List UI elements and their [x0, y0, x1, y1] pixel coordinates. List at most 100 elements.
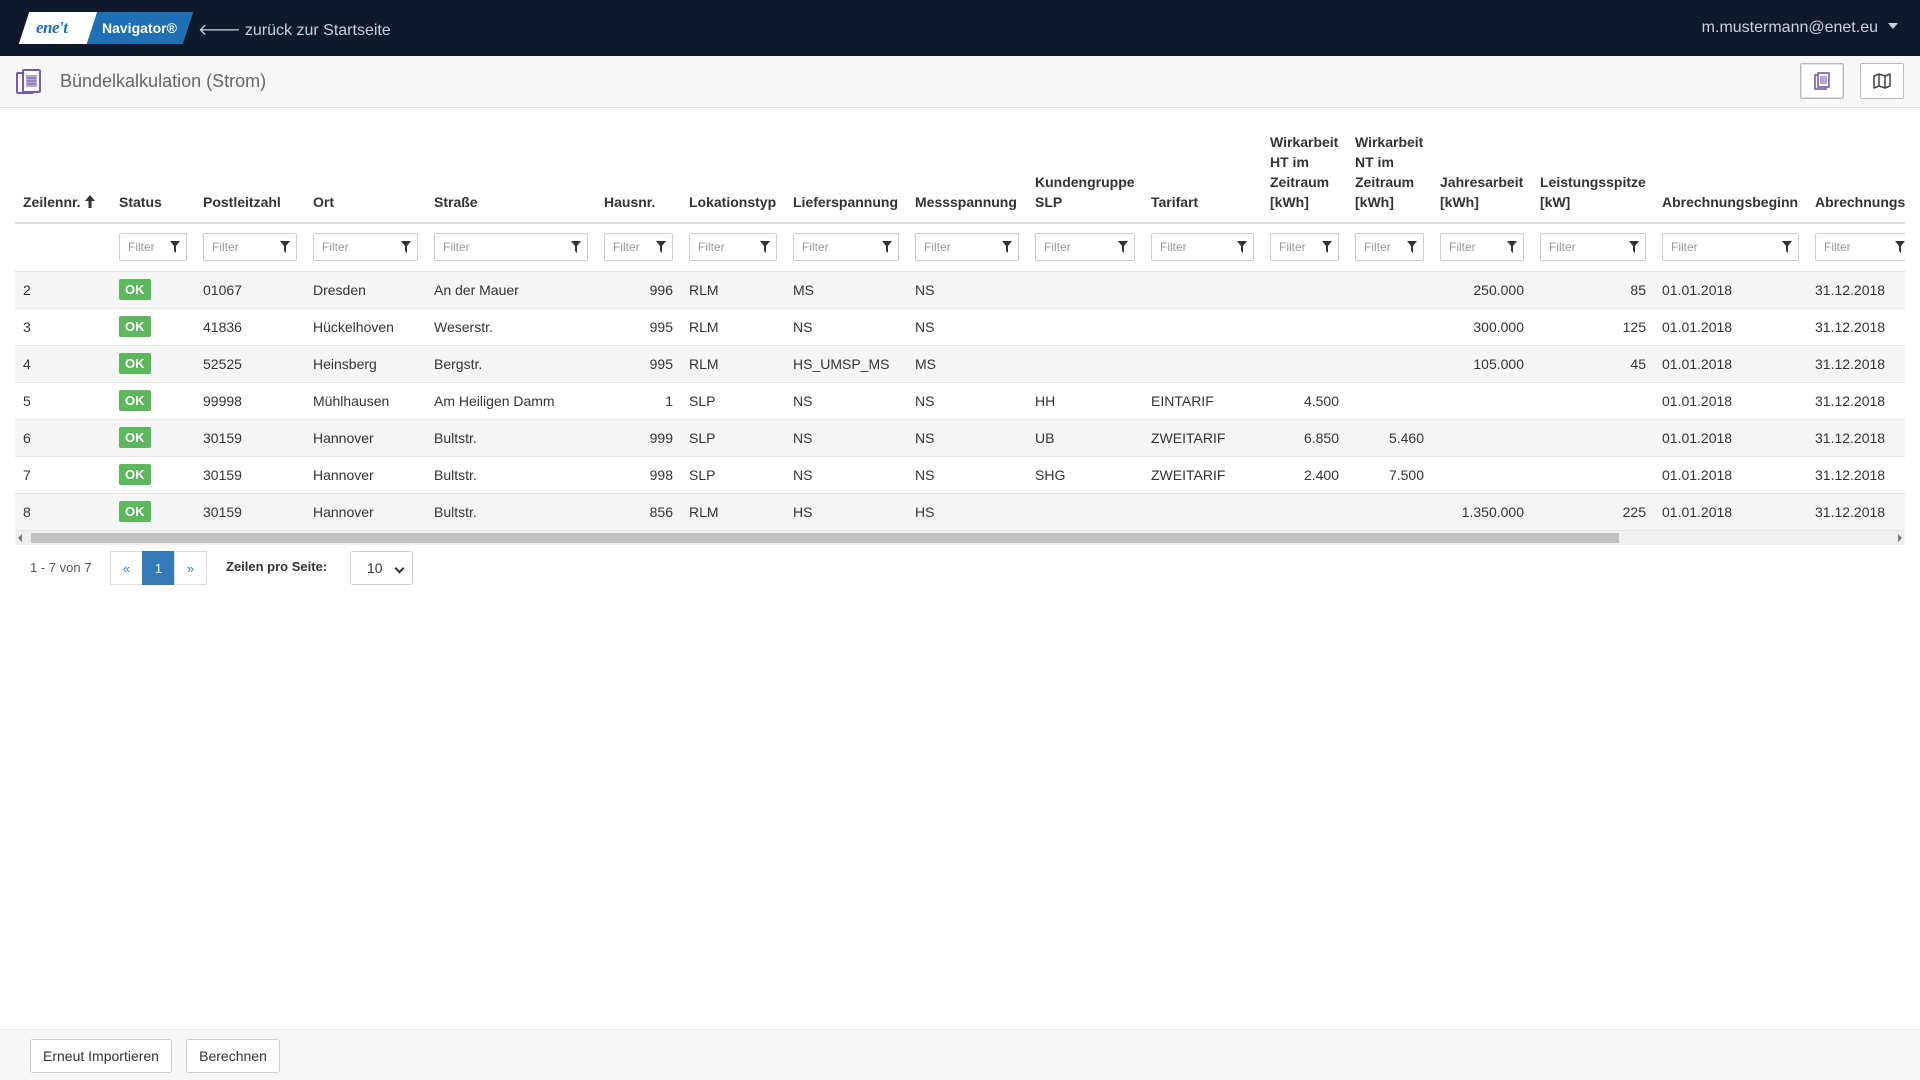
- reimport-button[interactable]: Erneut Importieren: [30, 1039, 172, 1073]
- filter-postleitzahl[interactable]: Filter: [195, 223, 305, 272]
- table-row[interactable]: 8 OK 30159 Hannover Bultstr. 856 RLM HS …: [15, 493, 1905, 531]
- calculate-button[interactable]: Berechnen: [186, 1039, 280, 1073]
- filter-abrechnungsbeginn[interactable]: Filter: [1654, 223, 1807, 272]
- filter-input[interactable]: Filter: [924, 240, 951, 255]
- column-header-leistungsspitze[interactable]: Leistungsspitze [kW]: [1532, 108, 1654, 224]
- table-row[interactable]: 3 OK 41836 Hückelhoven Weserstr. 995 RLM…: [15, 308, 1905, 346]
- cell-strasse: Bergstr.: [426, 345, 596, 383]
- column-header-postleitzahl[interactable]: Postleitzahl: [195, 108, 305, 224]
- funnel-icon[interactable]: [395, 234, 417, 260]
- column-header-lieferspannung[interactable]: Lieferspannung: [785, 108, 907, 224]
- funnel-icon[interactable]: [1231, 234, 1253, 260]
- brand[interactable]: ene't Navigator®: [18, 12, 194, 44]
- column-header-kundengruppe-slp[interactable]: Kundengruppe SLP: [1027, 108, 1143, 224]
- rows-per-page-select[interactable]: 10: [350, 551, 413, 585]
- filter-input[interactable]: Filter: [802, 240, 829, 255]
- cell-jahresarbeit: [1432, 419, 1532, 457]
- funnel-icon[interactable]: [1112, 234, 1134, 260]
- funnel-icon[interactable]: [876, 234, 898, 260]
- filter-input[interactable]: Filter: [1279, 240, 1306, 255]
- filter-messspannung[interactable]: Filter: [907, 223, 1027, 272]
- cell-ort: Mühlhausen: [305, 382, 426, 420]
- filter-input[interactable]: Filter: [1824, 240, 1851, 255]
- scroll-right-icon[interactable]: [1898, 534, 1902, 542]
- prev-page-button[interactable]: «: [110, 551, 143, 585]
- column-header-zeilennr[interactable]: Zeilennr.: [15, 108, 111, 224]
- funnel-icon[interactable]: [1501, 234, 1523, 260]
- cell-postleitzahl: 41836: [195, 308, 305, 346]
- filter-wirkarbeit-ht[interactable]: Filter: [1262, 223, 1347, 272]
- filter-status[interactable]: Filter: [111, 223, 195, 272]
- table-row[interactable]: 2 OK 01067 Dresden An der Mauer 996 RLM …: [15, 271, 1905, 309]
- funnel-icon[interactable]: [1776, 234, 1798, 260]
- map-view-button[interactable]: [1860, 63, 1904, 99]
- filter-input[interactable]: Filter: [128, 240, 155, 255]
- filter-input[interactable]: Filter: [1671, 240, 1698, 255]
- filter-input[interactable]: Filter: [698, 240, 725, 255]
- filter-input[interactable]: Filter: [1160, 240, 1187, 255]
- filter-abrechnungsende[interactable]: Filter: [1807, 223, 1905, 272]
- filter-wirkarbeit-nt[interactable]: Filter: [1347, 223, 1432, 272]
- scrollbar-thumb[interactable]: [31, 533, 1619, 543]
- cell-postleitzahl: 99998: [195, 382, 305, 420]
- filter-leistungsspitze[interactable]: Filter: [1532, 223, 1654, 272]
- filter-hausnr[interactable]: Filter: [596, 223, 681, 272]
- next-page-button[interactable]: »: [174, 551, 207, 585]
- footer-bar: Erneut Importieren Berechnen: [0, 1029, 1920, 1080]
- funnel-icon[interactable]: [1316, 234, 1338, 260]
- back-to-home-link[interactable]: 🡐 zurück zur Startseite: [198, 22, 391, 39]
- document-view-button[interactable]: [1800, 63, 1844, 99]
- filter-strasse[interactable]: Filter: [426, 223, 596, 272]
- cell-hausnr: 856: [596, 493, 681, 531]
- filter-lieferspannung[interactable]: Filter: [785, 223, 907, 272]
- cell-abrechnungsbeginn: 01.01.2018: [1654, 456, 1807, 494]
- filter-jahresarbeit[interactable]: Filter: [1432, 223, 1532, 272]
- table-row[interactable]: 5 OK 99998 Mühlhausen Am Heiligen Damm 1…: [15, 382, 1905, 420]
- data-table-container[interactable]: Zeilennr. Status Postleitzahl Ort Straße…: [15, 108, 1905, 546]
- filter-input[interactable]: Filter: [212, 240, 239, 255]
- filter-input[interactable]: Filter: [1364, 240, 1391, 255]
- table-row[interactable]: 6 OK 30159 Hannover Bultstr. 999 SLP NS …: [15, 419, 1905, 457]
- cell-ort: Hannover: [305, 419, 426, 457]
- funnel-icon[interactable]: [754, 234, 776, 260]
- table-row[interactable]: 7 OK 30159 Hannover Bultstr. 998 SLP NS …: [15, 456, 1905, 494]
- filter-input[interactable]: Filter: [1044, 240, 1071, 255]
- funnel-icon[interactable]: [164, 234, 186, 260]
- filter-input[interactable]: Filter: [322, 240, 349, 255]
- filter-input[interactable]: Filter: [443, 240, 470, 255]
- cell-abrechnungsbeginn: 01.01.2018: [1654, 345, 1807, 383]
- filter-kundengruppe-slp[interactable]: Filter: [1027, 223, 1143, 272]
- user-menu[interactable]: m.mustermann@enet.eu: [1702, 19, 1898, 37]
- filter-input[interactable]: Filter: [1449, 240, 1476, 255]
- column-header-messspannung[interactable]: Messspannung: [907, 108, 1027, 224]
- funnel-icon[interactable]: [565, 234, 587, 260]
- filter-ort[interactable]: Filter: [305, 223, 426, 272]
- funnel-icon[interactable]: [1889, 234, 1905, 260]
- column-header-jahresarbeit[interactable]: Jahresarbeit [kWh]: [1432, 108, 1532, 224]
- funnel-icon[interactable]: [274, 234, 296, 260]
- filter-lokationstyp[interactable]: Filter: [681, 223, 785, 272]
- funnel-icon[interactable]: [1623, 234, 1645, 260]
- rows-per-page-value: 10: [367, 560, 383, 576]
- filter-input[interactable]: Filter: [613, 240, 640, 255]
- column-header-wirkarbeit-nt[interactable]: Wirkarbeit NT im Zeitraum [kWh]: [1347, 108, 1432, 224]
- horizontal-scrollbar[interactable]: [15, 531, 1905, 545]
- column-header-abrechnungsende[interactable]: Abrechnungsende: [1807, 108, 1905, 224]
- table-row[interactable]: 4 OK 52525 Heinsberg Bergstr. 995 RLM HS…: [15, 345, 1905, 383]
- column-header-lokationstyp[interactable]: Lokationstyp: [681, 108, 785, 224]
- page-1-button[interactable]: 1: [142, 551, 175, 585]
- column-header-strasse[interactable]: Straße: [426, 108, 596, 224]
- funnel-icon[interactable]: [1401, 234, 1423, 260]
- filter-input[interactable]: Filter: [1549, 240, 1576, 255]
- column-header-wirkarbeit-ht[interactable]: Wirkarbeit HT im Zeitraum [kWh]: [1262, 108, 1347, 224]
- filter-tarifart[interactable]: Filter: [1143, 223, 1262, 272]
- column-header-status[interactable]: Status: [111, 108, 195, 224]
- column-header-ort[interactable]: Ort: [305, 108, 426, 224]
- column-header-tarifart[interactable]: Tarifart: [1143, 108, 1262, 224]
- funnel-icon[interactable]: [996, 234, 1018, 260]
- cell-kundengruppe-slp: HH: [1027, 382, 1143, 420]
- scroll-left-icon[interactable]: [18, 534, 22, 542]
- column-header-hausnr[interactable]: Hausnr.: [596, 108, 681, 224]
- funnel-icon[interactable]: [650, 234, 672, 260]
- column-header-abrechnungsbeginn[interactable]: Abrechnungsbeginn: [1654, 108, 1807, 224]
